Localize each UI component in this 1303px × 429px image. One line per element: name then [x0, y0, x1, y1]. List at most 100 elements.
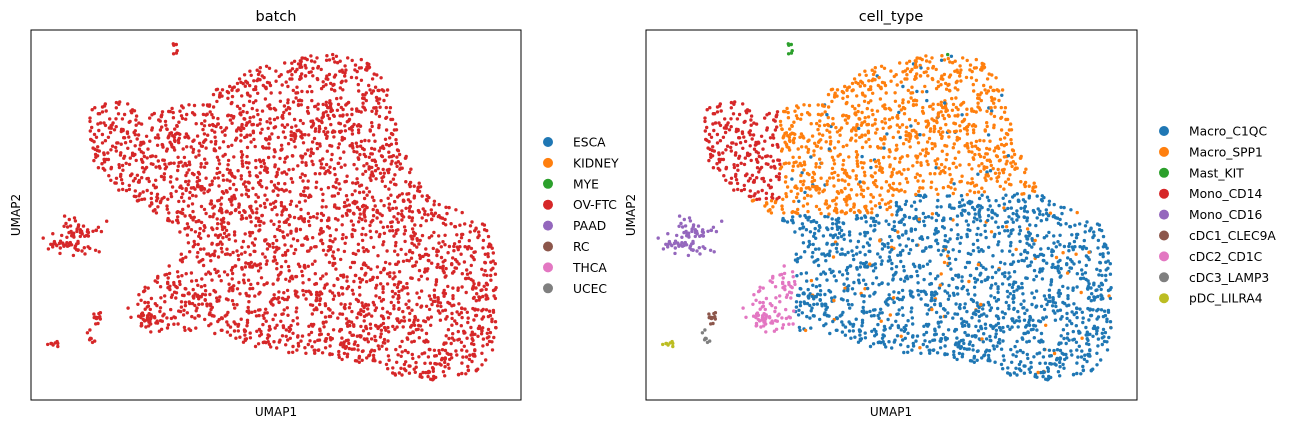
cell-type-point	[870, 108, 874, 113]
cell-type-point	[900, 233, 905, 237]
batch-point	[280, 334, 285, 338]
batch-point	[321, 102, 325, 107]
batch-point	[370, 165, 374, 170]
batch-point	[299, 103, 303, 107]
batch-point	[176, 138, 181, 142]
batch-point	[162, 158, 166, 162]
batch-point	[298, 264, 302, 269]
cell-type-point	[877, 75, 881, 80]
batch-point	[228, 179, 232, 183]
cell-type-point	[954, 273, 958, 278]
batch-point	[336, 191, 340, 196]
batch-point	[46, 247, 51, 251]
batch-point	[225, 320, 229, 324]
cell-type-point	[816, 257, 820, 262]
batch-point	[450, 316, 454, 321]
batch-point	[385, 282, 390, 286]
batch-point	[329, 122, 333, 127]
batch-point	[119, 172, 123, 177]
batch-point	[367, 62, 371, 66]
cell-type-point	[1051, 262, 1055, 267]
cell-type-point	[817, 229, 821, 233]
batch-point	[97, 128, 101, 133]
batch-point	[86, 234, 90, 238]
batch-point	[271, 189, 275, 193]
cell-type-point	[1080, 310, 1085, 314]
cell-type-point	[900, 172, 904, 176]
cell-type-point	[1015, 350, 1019, 354]
batch-point	[258, 334, 262, 338]
cell-type-point	[736, 168, 740, 172]
cell-type-point	[847, 233, 852, 237]
cell-type-point	[823, 311, 827, 315]
batch-point	[476, 308, 480, 312]
batch-point	[377, 347, 381, 351]
cell-type-point	[958, 241, 962, 245]
batch-point	[489, 260, 493, 264]
batch-point	[479, 332, 484, 336]
batch-point	[186, 182, 190, 187]
cell-type-point	[896, 130, 901, 134]
batch-point	[208, 214, 212, 219]
batch-point	[296, 295, 300, 299]
cell-type-point	[871, 342, 876, 346]
batch-point	[214, 139, 218, 144]
cell-type-point	[970, 316, 974, 320]
cell-type-point	[1070, 321, 1074, 326]
cell-type-point	[862, 161, 866, 165]
batch-point	[268, 137, 272, 141]
cell-type-point	[829, 139, 833, 144]
batch-point	[242, 281, 246, 285]
batch-point	[114, 125, 118, 129]
batch-point	[476, 235, 480, 240]
cell-type-point	[946, 250, 951, 254]
batch-point	[251, 186, 255, 190]
cell-type-point	[944, 87, 949, 91]
cell-type-point	[860, 133, 864, 137]
cell-type-point	[904, 130, 908, 134]
batch-point	[216, 116, 220, 121]
batch-point	[314, 293, 319, 297]
batch-point	[117, 163, 121, 167]
batch-point	[126, 146, 130, 150]
cell-type-point	[994, 328, 999, 332]
batch-point	[429, 323, 433, 327]
batch-point	[313, 259, 317, 263]
cell-type-point	[882, 66, 887, 71]
cell-type-point	[958, 74, 962, 78]
batch-point	[277, 300, 281, 304]
cell-type-point	[997, 337, 1002, 342]
batch-point	[291, 100, 296, 104]
batch-point	[171, 52, 176, 56]
batch-point	[338, 342, 343, 347]
batch-point	[194, 326, 198, 330]
batch-point	[302, 263, 307, 268]
cell-type-point	[1080, 268, 1084, 272]
cell-type-point	[985, 146, 989, 151]
batch-point	[221, 173, 225, 178]
batch-point	[360, 146, 365, 151]
batch-point	[276, 135, 280, 140]
batch-point	[340, 214, 345, 218]
batch-point	[346, 324, 350, 328]
batch-point	[328, 234, 333, 238]
batch-legend-label: PAAD	[573, 219, 606, 233]
batch-point	[432, 374, 436, 379]
batch-point	[413, 314, 417, 319]
batch-point	[106, 135, 111, 139]
cell-type-point	[832, 184, 836, 188]
batch-point	[489, 273, 493, 278]
batch-point	[390, 289, 395, 294]
cell-type-point	[788, 127, 792, 131]
cell-type-point	[809, 194, 813, 198]
batch-point	[271, 241, 275, 246]
cell-type-point	[905, 180, 910, 184]
batch-point	[305, 109, 310, 114]
batch-point	[413, 232, 417, 236]
batch-point	[481, 307, 485, 312]
cell-type-point	[1084, 325, 1088, 330]
batch-point	[320, 120, 324, 125]
batch-point	[345, 174, 349, 178]
batch-point	[491, 266, 495, 270]
